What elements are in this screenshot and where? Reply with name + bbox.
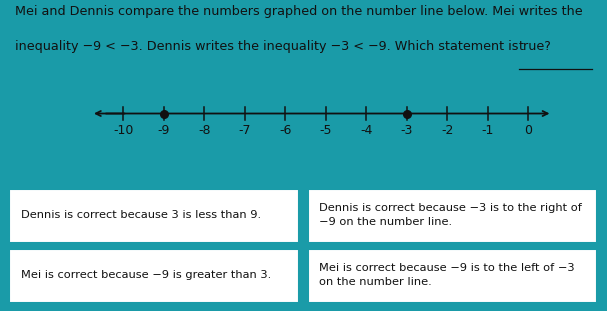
Text: -2: -2 <box>441 124 453 137</box>
Text: Mei is correct because −9 is greater than 3.: Mei is correct because −9 is greater tha… <box>21 270 271 280</box>
Text: Dennis is correct because 3 is less than 9.: Dennis is correct because 3 is less than… <box>21 210 261 220</box>
Text: 0: 0 <box>524 124 532 137</box>
Text: Mei and Dennis compare the numbers graphed on the number line below. Mei writes : Mei and Dennis compare the numbers graph… <box>15 5 583 18</box>
Text: -6: -6 <box>279 124 291 137</box>
Text: -7: -7 <box>239 124 251 137</box>
Text: -10: -10 <box>114 124 134 137</box>
Text: Mei is correct because −9 is to the left of −3
on the number line.: Mei is correct because −9 is to the left… <box>319 263 575 287</box>
Text: -9: -9 <box>158 124 170 137</box>
Text: inequality −9 < −3. Dennis writes the inequality −3 < −9. Which statement is: inequality −9 < −3. Dennis writes the in… <box>15 40 523 53</box>
Text: -1: -1 <box>481 124 494 137</box>
Text: -4: -4 <box>360 124 373 137</box>
Text: -5: -5 <box>319 124 332 137</box>
Text: Dennis is correct because −3 is to the right of
−9 on the number line.: Dennis is correct because −3 is to the r… <box>319 203 582 227</box>
Text: -8: -8 <box>198 124 211 137</box>
Text: true?: true? <box>519 40 552 53</box>
Text: -3: -3 <box>401 124 413 137</box>
